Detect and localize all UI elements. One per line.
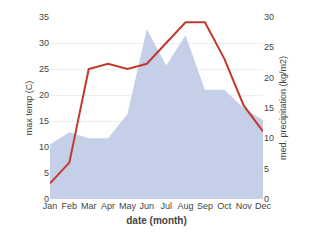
svg-text:med. precipitation (kg/m2): med. precipitation (kg/m2): [278, 56, 288, 160]
svg-text:Feb: Feb: [62, 201, 78, 211]
svg-text:0: 0: [44, 194, 49, 204]
svg-text:Aug: Aug: [178, 201, 194, 211]
svg-text:max temp (C): max temp (C): [24, 81, 34, 136]
svg-text:Dec: Dec: [255, 201, 272, 211]
svg-text:30: 30: [39, 38, 49, 48]
svg-text:15: 15: [264, 103, 274, 113]
svg-text:Mar: Mar: [81, 201, 97, 211]
svg-text:May: May: [119, 201, 137, 211]
svg-text:20: 20: [39, 90, 49, 100]
svg-text:30: 30: [264, 12, 274, 22]
svg-text:35: 35: [39, 12, 49, 22]
svg-text:10: 10: [264, 133, 274, 143]
svg-text:Sep: Sep: [197, 201, 213, 211]
svg-text:Jul: Jul: [160, 201, 172, 211]
svg-text:Jun: Jun: [140, 201, 155, 211]
svg-text:Jan: Jan: [43, 201, 58, 211]
svg-text:20: 20: [264, 73, 274, 83]
svg-text:15: 15: [39, 116, 49, 126]
svg-text:25: 25: [264, 42, 274, 52]
svg-text:10: 10: [39, 142, 49, 152]
svg-text:0: 0: [264, 194, 269, 204]
svg-text:date (month): date (month): [126, 215, 187, 226]
svg-text:5: 5: [264, 164, 269, 174]
svg-text:Nov: Nov: [236, 201, 253, 211]
svg-text:25: 25: [39, 64, 49, 74]
svg-text:Apr: Apr: [101, 201, 115, 211]
svg-text:5: 5: [44, 168, 49, 178]
svg-text:Oct: Oct: [217, 201, 232, 211]
